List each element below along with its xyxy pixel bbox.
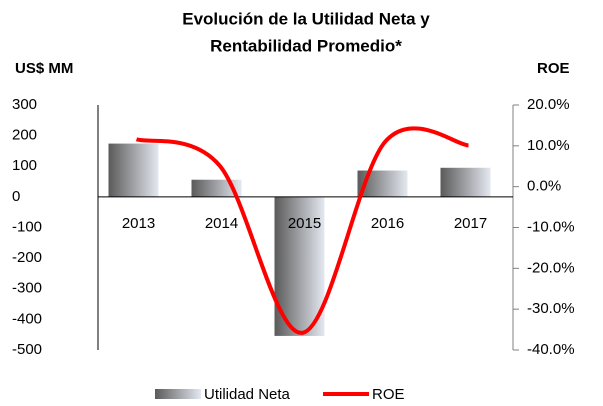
- y2-tick-label: -20.0%: [527, 259, 575, 276]
- y-tick-label: 200: [12, 127, 37, 144]
- y2-axis-title: ROE: [537, 60, 570, 77]
- y-tick-label: 300: [12, 96, 37, 113]
- x-tick-label: 2015: [288, 215, 321, 232]
- y2-tick-label: -30.0%: [527, 300, 575, 317]
- y2-tick-label: 10.0%: [527, 137, 570, 154]
- roe-line: [135, 126, 469, 335]
- y-tick-label: -200: [12, 249, 42, 266]
- chart-title: Evolución de la Utilidad Neta y: [182, 9, 430, 28]
- x-tick-label: 2013: [122, 215, 155, 232]
- y-tick-label: 0: [12, 188, 20, 205]
- x-tick-label: 2014: [205, 215, 238, 232]
- bar: [440, 167, 491, 197]
- legend-label: Utilidad Neta: [204, 386, 291, 403]
- y-axis-title: US$ MM: [15, 60, 73, 77]
- legend-swatch: [155, 389, 201, 399]
- x-tick-label: 2017: [454, 215, 487, 232]
- y-tick-label: -300: [12, 280, 42, 297]
- x-tick-label: 2016: [371, 215, 404, 232]
- chart-title: Rentabilidad Promedio*: [210, 36, 402, 55]
- bar: [108, 143, 159, 197]
- y-tick-label: -400: [12, 310, 42, 327]
- y2-tick-label: 20.0%: [527, 96, 570, 113]
- y-tick-label: -100: [12, 218, 42, 235]
- legend-label: ROE: [372, 386, 405, 403]
- y2-tick-label: -40.0%: [527, 341, 575, 358]
- y-tick-label: -500: [12, 341, 42, 358]
- y2-tick-label: 0.0%: [527, 178, 561, 195]
- y-tick-label: 100: [12, 157, 37, 174]
- y2-tick-label: -10.0%: [527, 218, 575, 235]
